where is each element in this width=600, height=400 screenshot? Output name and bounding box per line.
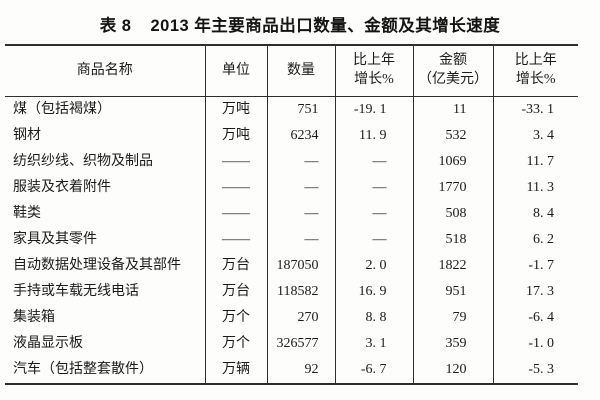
table-title: 表 8 2013 年主要商品出口数量、金额及其增长速度 <box>0 12 600 36</box>
amount-cell: 1069 <box>412 149 493 175</box>
quantity-growth-cell: 3. 1 <box>334 331 413 357</box>
amount-growth-cell: 8. 4 <box>492 201 578 227</box>
quantity-cell: 326577 <box>266 331 335 357</box>
amount-growth-cell: 6. 2 <box>492 227 578 253</box>
table-row: 汽车（包括整套散件） 万辆 92 -6. 7 120 -5. 3 <box>5 357 578 384</box>
amount-growth-cell: -33. 1 <box>492 96 578 123</box>
amount-growth-cell: 11. 7 <box>492 149 578 175</box>
table-row: 手持或车载无线电话 万台 118582 16. 9 951 17. 3 <box>5 279 578 305</box>
amount-cell: 11 <box>412 96 493 123</box>
amount-growth-cell: -1. 7 <box>492 253 578 279</box>
quantity-cell: — <box>266 201 335 227</box>
quantity-growth-cell: — <box>334 201 413 227</box>
name-cell: 服装及衣着附件 <box>13 180 111 195</box>
name-cell: 家具及其零件 <box>13 232 97 247</box>
quantity-cell: — <box>266 149 335 175</box>
name-cell: 汽车（包括整套散件） <box>13 362 153 377</box>
name-cell: 纺织纱线、织物及制品 <box>13 154 153 169</box>
unit-cell: 万辆 <box>204 357 267 384</box>
quantity-growth-cell: 8. 8 <box>334 305 413 331</box>
quantity-growth-cell: — <box>334 175 413 201</box>
quantity-growth-cell: 16. 9 <box>334 279 413 305</box>
quantity-cell: 92 <box>266 357 335 384</box>
amount-growth-cell: 17. 3 <box>492 279 578 305</box>
name-cell: 手持或车载无线电话 <box>13 284 139 299</box>
col-header-amount: 金额 （亿美元） <box>412 45 493 97</box>
table-number-label: 表 8 <box>99 17 132 35</box>
name-cell: 集装箱 <box>13 310 55 325</box>
table-row: 煤（包括褐煤） 万吨 751 -19. 1 11 -33. 1 <box>5 96 578 123</box>
unit-cell: 万吨 <box>204 123 267 149</box>
quantity-cell: 751 <box>266 96 335 123</box>
amount-cell: 532 <box>412 123 493 149</box>
table-row: 服装及衣着附件 —— — —1770 11. 3 <box>5 175 578 201</box>
table-row: 自动数据处理设备及其部件 万台 187050 2. 0 1822 -1. 7 <box>5 253 578 279</box>
amount-cell: 1822 <box>412 253 493 279</box>
quantity-growth-cell: -6. 7 <box>334 357 413 384</box>
amount-cell: 1770 <box>412 175 493 201</box>
table-header: 商品名称 单位 数量 比上年 增长% 金额 （亿美元） 比上年 增长% <box>5 45 578 97</box>
name-cell: 鞋类 <box>13 206 41 221</box>
name-cell: 钢材 <box>13 128 41 143</box>
unit-cell: —— <box>204 201 267 227</box>
table-row: 鞋类 —— — —508 8. 4 <box>5 201 578 227</box>
amount-cell: 79 <box>412 305 493 331</box>
unit-cell: —— <box>204 175 267 201</box>
unit-cell: —— <box>204 149 267 175</box>
amount-growth-cell: 11. 3 <box>492 175 578 201</box>
col-header-quantity-growth: 比上年 增长% <box>334 45 413 97</box>
unit-cell: 万个 <box>204 305 267 331</box>
quantity-growth-cell: 2. 0 <box>334 253 413 279</box>
quantity-cell: 6234 <box>266 123 335 149</box>
amount-growth-cell: -6. 4 <box>492 305 578 331</box>
quantity-growth-cell: -19. 1 <box>334 96 413 123</box>
table-row: 家具及其零件 —— — —518 6. 2 <box>5 227 578 253</box>
unit-cell: 万吨 <box>204 96 267 123</box>
amount-cell: 508 <box>412 201 493 227</box>
quantity-cell: — <box>266 175 335 201</box>
amount-cell: 951 <box>412 279 493 305</box>
unit-cell: 万台 <box>204 279 267 305</box>
amount-cell: 359 <box>412 331 493 357</box>
table-row: 钢材 万吨 6234 11. 9 532 3. 4 <box>5 123 578 149</box>
col-header-unit: 单位 <box>204 45 267 97</box>
name-cell: 自动数据处理设备及其部件 <box>13 258 181 273</box>
quantity-growth-cell: — <box>334 227 413 253</box>
quantity-growth-cell: — <box>334 149 413 175</box>
amount-growth-cell: 3. 4 <box>492 123 578 149</box>
col-header-quantity: 数量 <box>266 45 335 97</box>
quantity-cell: — <box>266 227 335 253</box>
col-header-commodity-name: 商品名称 <box>5 45 205 97</box>
unit-cell: 万台 <box>204 253 267 279</box>
amount-growth-cell: -1. 0 <box>492 331 578 357</box>
quantity-cell: 118582 <box>266 279 335 305</box>
header-row: 商品名称 单位 数量 比上年 增长% 金额 （亿美元） 比上年 增长% <box>5 45 578 97</box>
unit-cell: 万个 <box>204 331 267 357</box>
export-commodities-table: 商品名称 单位 数量 比上年 增长% 金额 （亿美元） 比上年 增长% 煤（包括… <box>5 44 578 385</box>
col-header-amount-growth: 比上年 增长% <box>492 45 578 97</box>
quantity-cell: 270 <box>266 305 335 331</box>
name-cell: 煤（包括褐煤） <box>13 102 111 117</box>
amount-cell: 120 <box>412 357 493 384</box>
table-caption: 2013 年主要商品出口数量、金额及其增长速度 <box>150 17 501 35</box>
quantity-cell: 187050 <box>266 253 335 279</box>
name-cell: 液晶显示板 <box>13 336 83 351</box>
table-row: 液晶显示板 万个 326577 3. 1 359 -1. 0 <box>5 331 578 357</box>
quantity-growth-cell: 11. 9 <box>334 123 413 149</box>
amount-growth-cell: -5. 3 <box>492 357 578 384</box>
table-row: 纺织纱线、织物及制品 —— — —1069 11. 7 <box>5 149 578 175</box>
table-row: 集装箱 万个 270 8. 8 79 -6. 4 <box>5 305 578 331</box>
amount-cell: 518 <box>412 227 493 253</box>
unit-cell: —— <box>204 227 267 253</box>
